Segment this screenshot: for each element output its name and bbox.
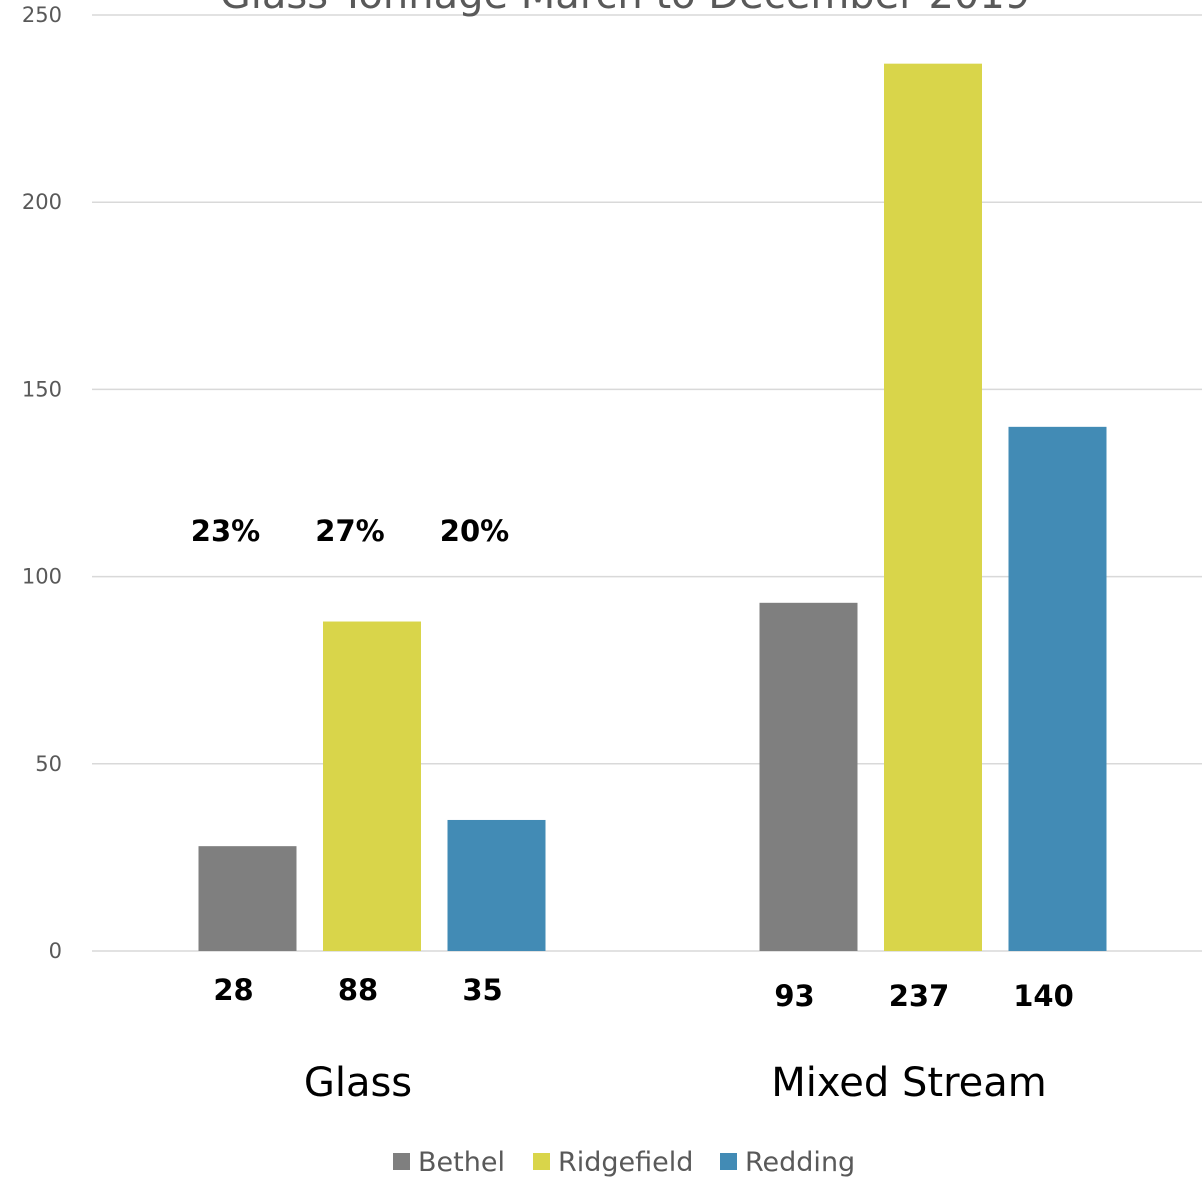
y-tick-label: 100 [22, 565, 62, 589]
percent-label: 27% [315, 514, 384, 548]
bar-redding-glass [447, 819, 546, 951]
value-label: 28 [213, 973, 253, 1007]
category-labels: Glass Mixed Stream [304, 1060, 1047, 1106]
legend-swatch [393, 1153, 410, 1170]
category-label: Mixed Stream [771, 1060, 1047, 1106]
y-tick-label: 200 [22, 190, 62, 214]
value-label: 93 [774, 979, 814, 1013]
category-label: Glass [304, 1060, 412, 1106]
value-label: 140 [1013, 979, 1074, 1013]
legend-swatch [533, 1153, 550, 1170]
percent-label: 23% [191, 514, 260, 548]
value-labels: 28 88 35 93 237 140 [213, 973, 1073, 1013]
y-axis-ticks: 0 50 100 150 200 250 [22, 3, 62, 963]
value-label: 237 [889, 979, 950, 1013]
bars [198, 63, 1107, 952]
percent-labels: 23% 27% 20% [191, 514, 509, 548]
legend-label: Redding [745, 1147, 855, 1178]
legend-swatch [720, 1153, 737, 1170]
percent-label: 20% [440, 514, 509, 548]
value-label: 35 [462, 973, 502, 1007]
bar-redding-mixed-stream [1008, 426, 1107, 952]
bar-bethel-mixed-stream [759, 602, 858, 951]
y-tick-label: 0 [49, 939, 62, 963]
y-tick-label: 50 [35, 752, 62, 776]
legend-label: Bethel [418, 1147, 505, 1178]
bar-ridgefield-mixed-stream [884, 63, 982, 952]
legend: Bethel Ridgefield Redding [393, 1147, 855, 1178]
bar-ridgefield-glass [323, 621, 421, 951]
y-tick-label: 150 [22, 377, 62, 401]
y-tick-label: 250 [22, 3, 62, 27]
chart-title: Glass Tonnage March to December 2019 [220, 0, 1031, 18]
legend-label: Ridgefield [558, 1147, 693, 1178]
value-label: 88 [338, 973, 378, 1007]
bar-bethel-glass [198, 846, 297, 951]
